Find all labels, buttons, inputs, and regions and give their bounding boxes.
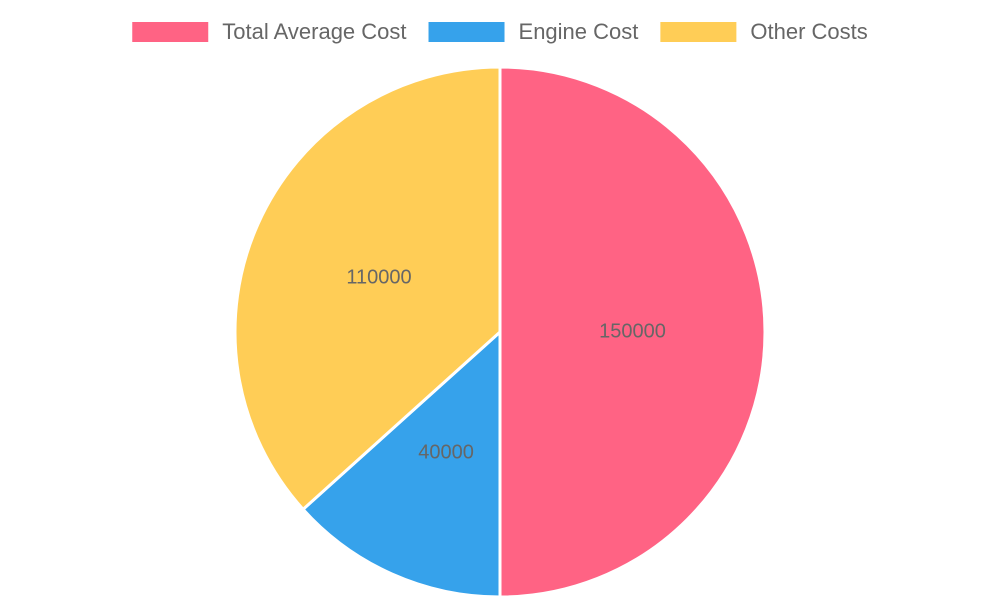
legend-swatch xyxy=(660,22,737,42)
value-label: 40000 xyxy=(418,441,474,463)
legend-swatch xyxy=(428,22,505,42)
legend-swatch xyxy=(132,22,209,42)
legend: Total Average Cost Engine Cost Other Costs xyxy=(132,19,868,44)
legend-label: Other Costs xyxy=(750,19,867,44)
legend-item[interactable]: Other Costs xyxy=(660,19,868,44)
legend-label: Total Average Cost xyxy=(222,19,406,44)
legend-label: Engine Cost xyxy=(519,19,639,44)
pie-slice xyxy=(233,65,502,512)
value-label: 150000 xyxy=(599,320,666,342)
legend-item[interactable]: Total Average Cost xyxy=(132,19,407,44)
legend-item[interactable]: Engine Cost xyxy=(428,19,639,44)
pie-slice xyxy=(300,328,502,599)
value-label: 110000 xyxy=(346,266,411,288)
pie-slice xyxy=(498,65,767,599)
